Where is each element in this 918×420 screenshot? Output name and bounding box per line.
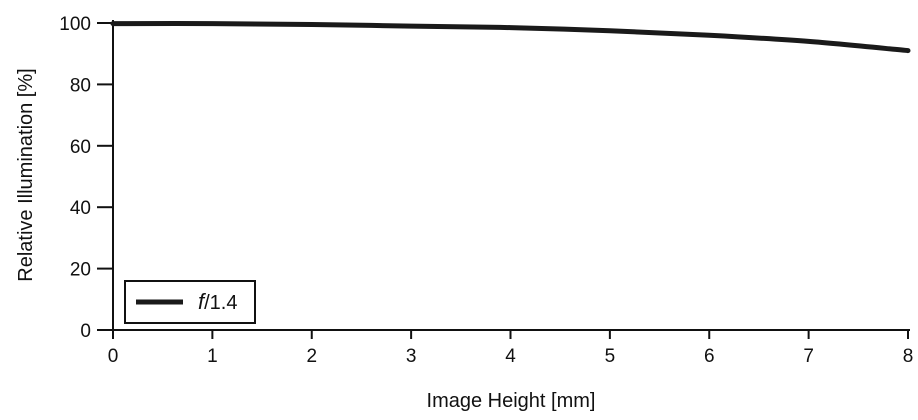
x-tick-label: 1: [207, 346, 218, 367]
x-axis-title: Image Height [mm]: [427, 390, 596, 412]
x-ticks: 0 1 2 3 4 5 6 7 8: [108, 330, 914, 367]
legend-label: f/1.4: [198, 289, 237, 314]
plot-area: 0 1 2 3 4 5 6 7 8 0 20 40 60 80 100: [59, 14, 913, 367]
y-tick-label: 40: [70, 198, 91, 219]
legend-label-rest: /1.4: [204, 292, 237, 314]
x-tick-label: 8: [903, 346, 914, 367]
y-ticks: 0 20 40 60 80 100: [59, 14, 113, 342]
x-tick-label: 3: [406, 346, 417, 367]
x-tick-label: 4: [505, 346, 516, 367]
y-tick-label: 60: [70, 137, 91, 158]
y-tick-label: 80: [70, 75, 91, 96]
y-tick-label: 0: [80, 321, 91, 342]
x-tick-label: 0: [108, 346, 119, 367]
x-tick-label: 5: [605, 346, 616, 367]
legend: f/1.4: [124, 280, 256, 324]
y-axis-title: Relative Illumination [%]: [15, 68, 37, 281]
x-tick-label: 6: [704, 346, 715, 367]
y-tick-label: 100: [59, 14, 91, 35]
series-line-f-1-4: [110, 21, 911, 54]
legend-label-italic: f: [198, 289, 207, 314]
y-tick-label: 20: [70, 260, 91, 281]
x-tick-label: 7: [803, 346, 814, 367]
x-tick-label: 2: [306, 346, 317, 367]
series-group: [110, 21, 911, 54]
